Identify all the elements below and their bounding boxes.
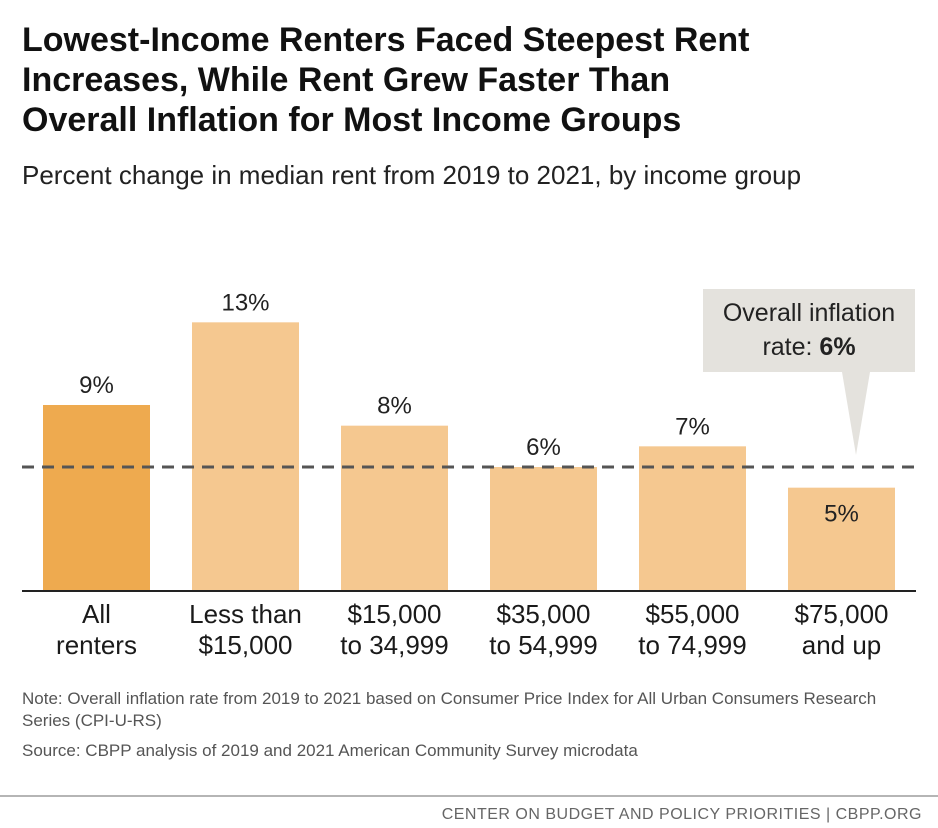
bar-value-label: 5% [824, 501, 859, 528]
x-tick-label: $15,000 [348, 599, 442, 629]
bar [788, 487, 895, 591]
inflation-callout-box [703, 289, 915, 372]
bar [639, 446, 746, 591]
chart-title-line: Lowest-Income Renters Faced Steepest Ren… [22, 21, 750, 59]
bar [490, 467, 597, 591]
inflation-callout-line1: Overall inflation [723, 299, 895, 327]
x-tick-label: All [82, 599, 111, 629]
chart-source: Source: CBPP analysis of 2019 and 2021 A… [22, 741, 638, 760]
x-tick-label: to 74,999 [638, 630, 746, 660]
bar [192, 322, 299, 591]
x-tick-label: and up [802, 630, 882, 660]
inflation-callout-pointer [842, 372, 870, 455]
x-tick-label: $35,000 [497, 599, 591, 629]
chart-title-line: Increases, While Rent Grew Faster Than [22, 61, 671, 99]
x-tick-label: $75,000 [795, 599, 889, 629]
x-tick-label: $15,000 [199, 630, 293, 660]
chart-note: Note: Overall inflation rate from 2019 t… [22, 689, 877, 730]
x-tick-label: to 34,999 [340, 630, 448, 660]
x-tick-label: renters [56, 630, 137, 660]
chart-title-line: Overall Inflation for Most Income Groups [22, 101, 682, 139]
bar-value-label: 8% [377, 393, 412, 420]
chart-subtitle: Percent change in median rent from 2019 … [22, 160, 802, 190]
bar-value-label: 7% [675, 413, 710, 440]
chart-title: Lowest-Income Renters Faced Steepest Ren… [22, 20, 922, 140]
bar-value-label: 13% [221, 289, 269, 316]
x-tick-label: $55,000 [646, 599, 740, 629]
x-tick-label: to 54,999 [489, 630, 597, 660]
x-tick-label: Less than [189, 599, 302, 629]
chart-notes: Note: Overall inflation rate from 2019 t… [22, 688, 912, 770]
inflation-callout-line2: rate: 6% [762, 333, 855, 361]
bar [43, 405, 150, 591]
footer-credit: CENTER ON BUDGET AND POLICY PRIORITIES |… [441, 806, 922, 823]
bar-value-label: 9% [79, 372, 114, 399]
footer-divider [0, 795, 938, 797]
bar [341, 425, 448, 591]
bar-value-label: 6% [526, 434, 561, 461]
